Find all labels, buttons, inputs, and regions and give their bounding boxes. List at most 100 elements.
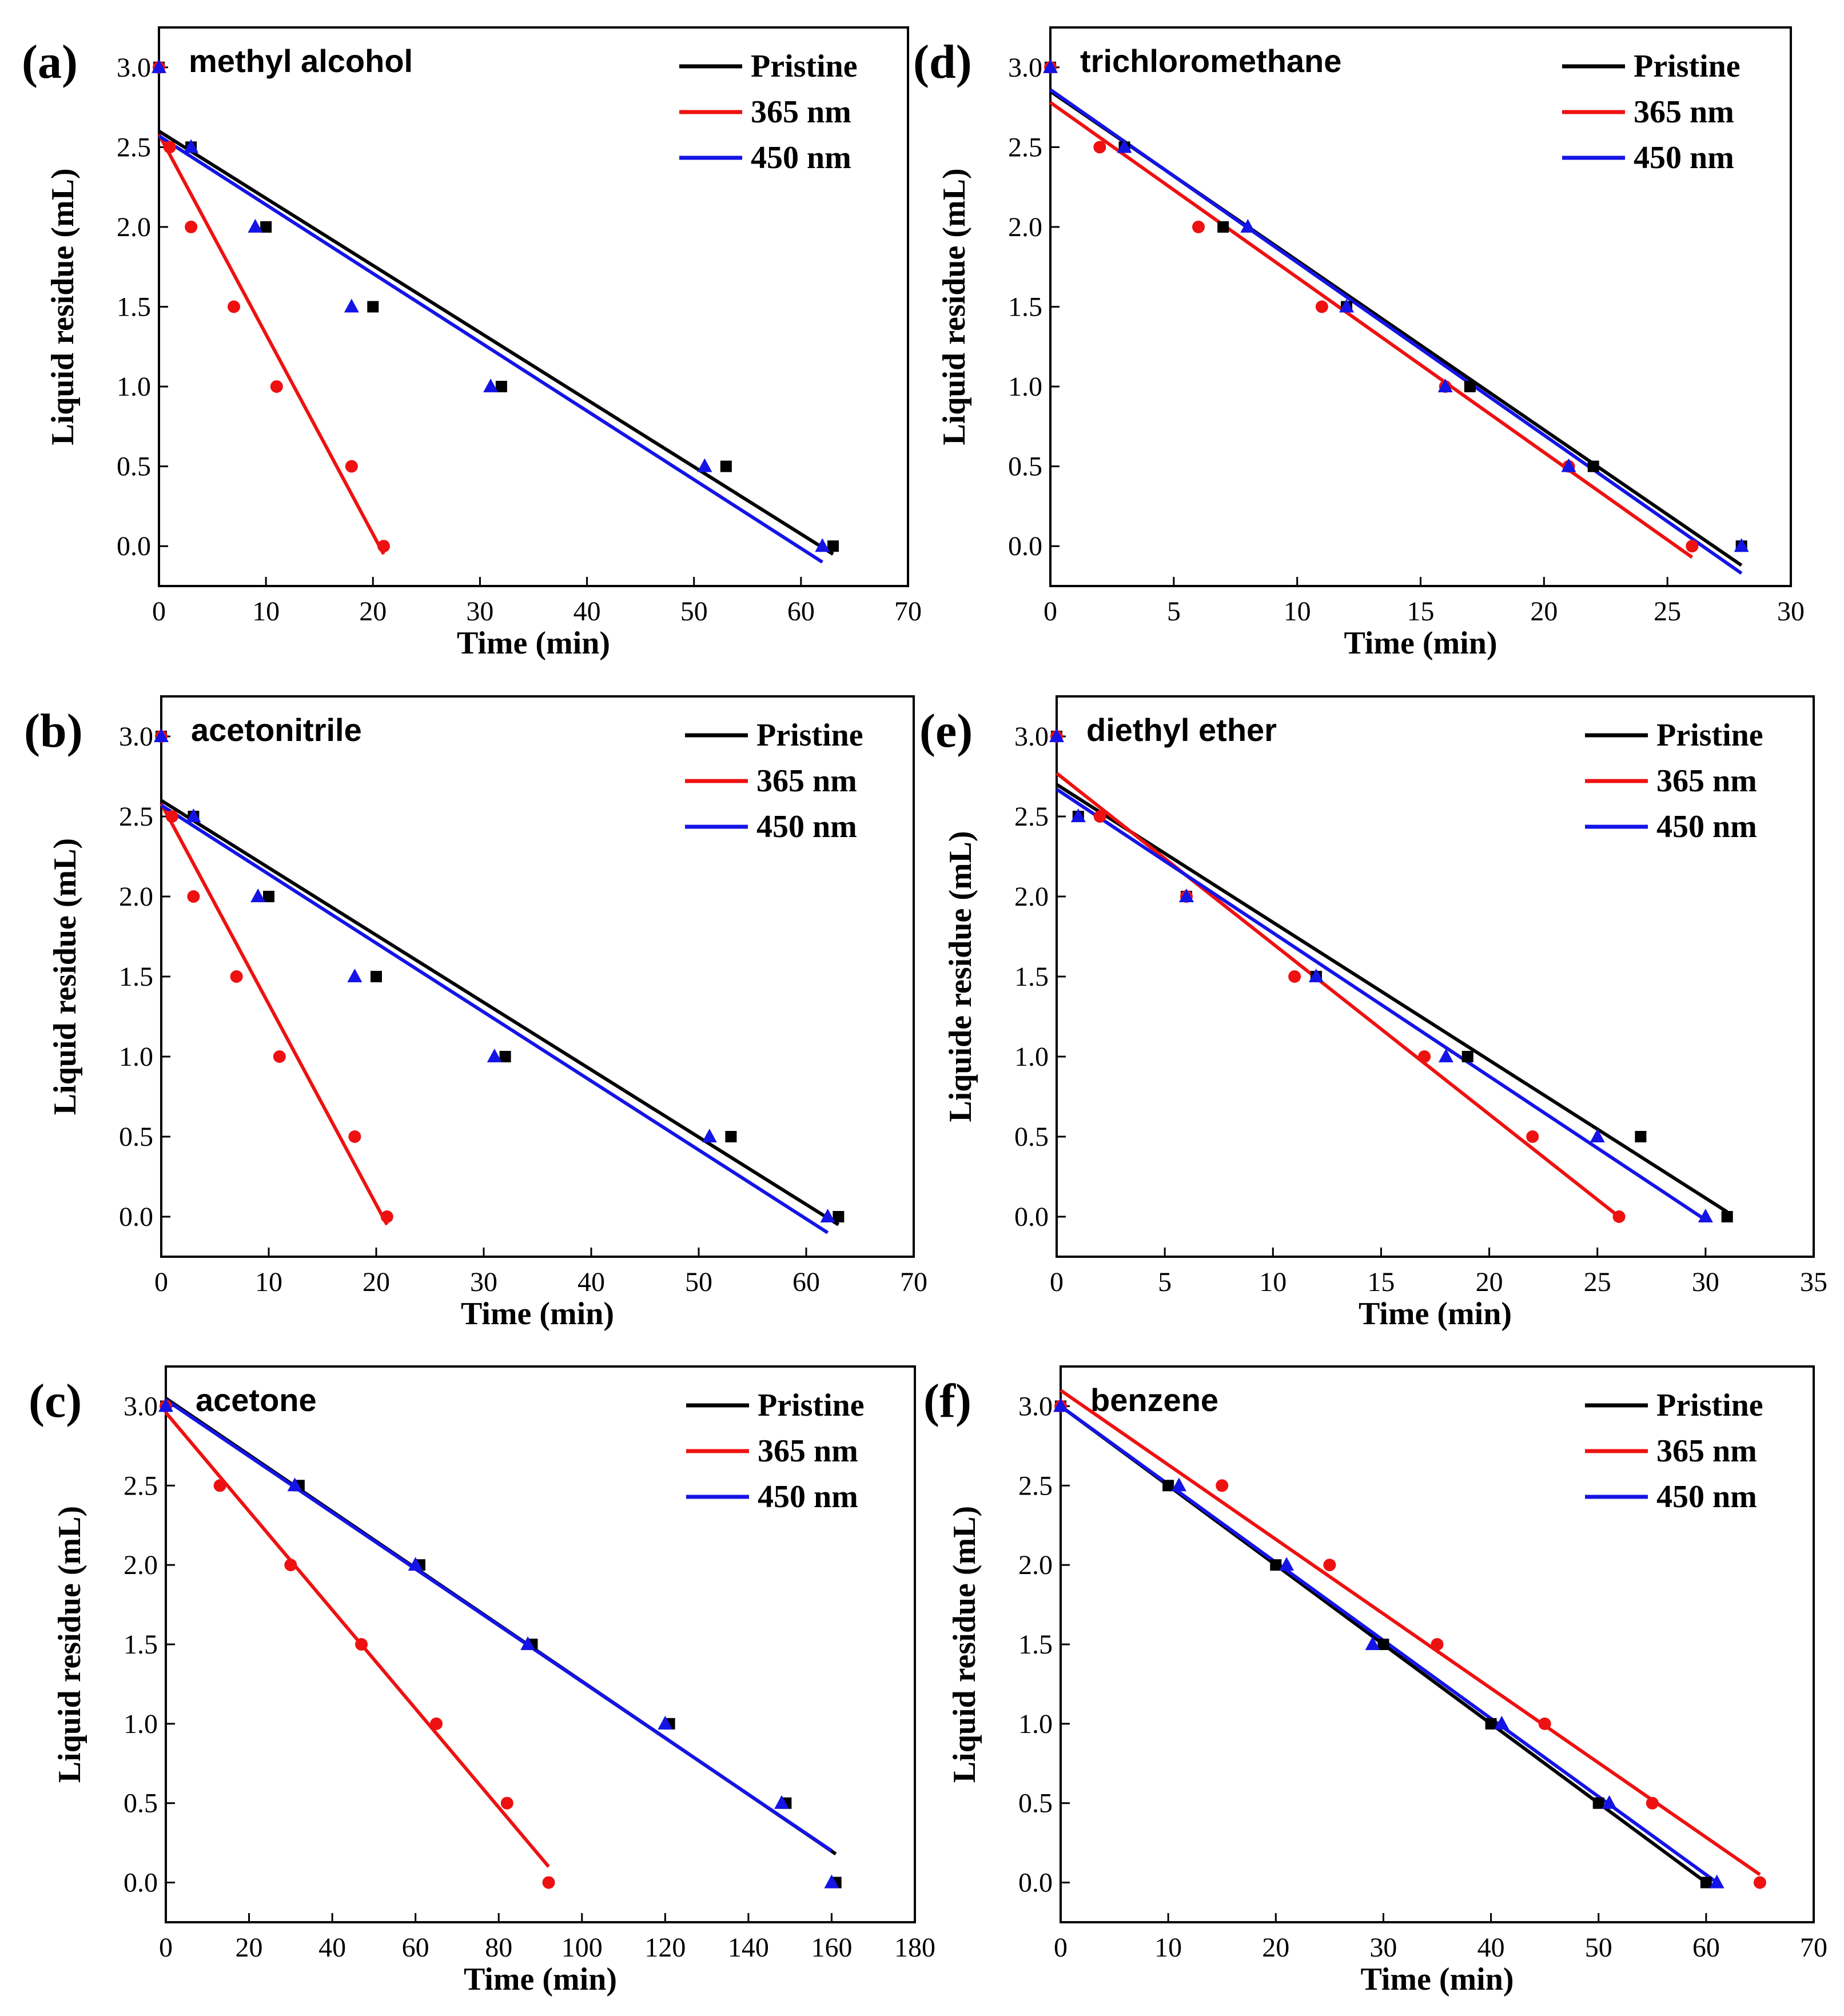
fit-line-365-nm <box>1060 1389 1761 1876</box>
y-tick-label: 0.0 <box>124 1868 158 1898</box>
data-point-450-nm <box>158 1398 173 1412</box>
y-tick-label: 0.5 <box>119 1122 153 1152</box>
data-point-450-nm <box>184 139 199 153</box>
data-point-450-nm <box>1240 218 1256 233</box>
y-tick-label: 2.0 <box>1014 882 1049 912</box>
data-point-pristine <box>260 221 272 233</box>
x-axis-label: Time (min) <box>1360 1962 1514 1997</box>
data-point-365-nm <box>228 300 240 313</box>
x-tick-label: 60 <box>792 1267 820 1297</box>
data-point-450-nm <box>1365 1636 1380 1650</box>
y-tick-label: 0.0 <box>1008 531 1042 561</box>
fit-line-365-nm <box>160 803 389 1226</box>
data-point-365-nm <box>377 540 390 553</box>
fit-line-365-nm <box>164 1411 550 1868</box>
data-point-450-nm <box>697 458 712 472</box>
panel-label: (f) <box>923 1374 971 1428</box>
x-tick-label: 5 <box>1158 1267 1172 1297</box>
y-tick-label: 3.0 <box>124 1391 158 1421</box>
legend-label: 450 nm <box>758 1479 858 1515</box>
data-point-450-nm <box>250 889 266 902</box>
y-tick-label: 0.0 <box>1014 1202 1049 1232</box>
x-tick-label: 20 <box>1262 1933 1289 1963</box>
y-tick-label: 2.0 <box>1008 212 1042 242</box>
fit-line-365-nm <box>157 133 385 555</box>
panel-b: 0 10 20 30 40 50 60 70 0.0 0.5 1.0 1.5 2.0 2.5 3.0 Time… <box>24 695 927 1332</box>
data-point-365-nm <box>380 1210 393 1223</box>
y-tick-label: 1.5 <box>1018 1629 1053 1660</box>
y-tick-label: 0.5 <box>117 452 151 482</box>
y-axis-label: Liquid residue (mL) <box>47 838 83 1115</box>
data-point-365-nm <box>185 220 198 233</box>
y-axis-label: Liquid residue (mL) <box>45 168 81 445</box>
data-point-365-nm <box>230 970 243 983</box>
y-tick-label: 2.5 <box>1008 132 1042 162</box>
data-point-365-nm <box>1093 810 1106 823</box>
data-point-pristine <box>1270 1559 1282 1571</box>
data-point-pristine <box>495 381 507 393</box>
x-tick-label: 20 <box>236 1933 263 1963</box>
data-point-450-nm <box>1339 298 1354 313</box>
data-point-450-nm <box>824 1874 839 1888</box>
x-tick-label: 0 <box>1044 596 1057 627</box>
fit-line-pristine <box>160 799 839 1226</box>
data-point-pristine <box>720 460 732 472</box>
legend-label: Pristine <box>756 718 863 753</box>
y-tick-label: 1.5 <box>117 292 151 322</box>
data-point-450-nm <box>1698 1209 1713 1222</box>
data-point-365-nm <box>213 1479 226 1492</box>
data-point-450-nm <box>820 1209 835 1222</box>
x-tick-label: 40 <box>578 1267 605 1297</box>
panel-title: trichloromethane <box>1080 43 1341 79</box>
data-point-365-nm <box>163 141 176 154</box>
data-point-pristine <box>1635 1131 1647 1142</box>
y-tick-label: 1.0 <box>117 372 151 402</box>
fit-line-450-nm <box>160 803 829 1234</box>
y-tick-label: 1.0 <box>1014 1042 1049 1072</box>
x-tick-label: 10 <box>252 596 280 627</box>
y-tick-label: 1.0 <box>119 1042 153 1072</box>
x-tick-label: 30 <box>470 1267 497 1297</box>
data-point-pristine <box>1721 1211 1733 1222</box>
data-point-450-nm <box>186 808 201 822</box>
data-point-pristine <box>725 1131 737 1142</box>
y-tick-label: 0.5 <box>1008 452 1042 482</box>
data-point-450-nm <box>1438 1049 1453 1062</box>
data-point-450-nm <box>1171 1477 1186 1492</box>
y-tick-label: 1.5 <box>124 1629 158 1660</box>
data-point-pristine <box>833 1211 845 1222</box>
x-tick-label: 0 <box>159 1933 173 1963</box>
x-tick-label: 15 <box>1407 596 1435 627</box>
y-tick-label: 1.5 <box>1014 962 1049 992</box>
y-tick-label: 2.0 <box>117 212 151 242</box>
data-point-450-nm <box>347 969 363 982</box>
y-tick-label: 2.5 <box>119 802 153 832</box>
data-point-450-nm <box>1053 1398 1068 1412</box>
x-tick-label: 70 <box>1800 1933 1827 1963</box>
panel-label: (a) <box>22 35 78 89</box>
data-point-365-nm <box>270 380 283 393</box>
x-axis-label: Time (min) <box>1359 1296 1512 1332</box>
y-tick-label: 1.0 <box>1008 372 1042 402</box>
data-point-450-nm <box>1561 458 1576 472</box>
panel-c: 0 20 40 60 80 100 120 140 160 180 0.0 0.5 1.0 1.5 2.0 2… <box>29 1365 935 1997</box>
fit-line-450-nm <box>1049 88 1743 575</box>
y-tick-label: 2.5 <box>1018 1471 1053 1501</box>
data-point-365-nm <box>1646 1796 1659 1810</box>
fit-line-450-nm <box>1056 787 1707 1222</box>
legend-label: Pristine <box>1634 49 1741 84</box>
x-tick-label: 70 <box>900 1267 927 1297</box>
data-point-pristine <box>371 971 382 982</box>
legend-label: Pristine <box>1656 1388 1763 1423</box>
panel-d: 0 5 10 15 20 25 30 0.0 0.5 1.0 1.5 2.0 2.5 3.0 Time (m… <box>913 26 1805 661</box>
legend-label: 365 nm <box>1656 1433 1757 1469</box>
data-point-365-nm <box>1315 300 1328 313</box>
x-tick-label: 10 <box>1154 1933 1182 1963</box>
data-point-450-nm <box>1734 538 1749 552</box>
data-point-365-nm <box>1323 1559 1336 1572</box>
data-point-pristine <box>1700 1876 1712 1888</box>
x-tick-label: 0 <box>1050 1267 1064 1297</box>
x-tick-label: 30 <box>466 596 493 627</box>
legend: Pristine 365 nm 450 nm <box>686 1388 865 1515</box>
